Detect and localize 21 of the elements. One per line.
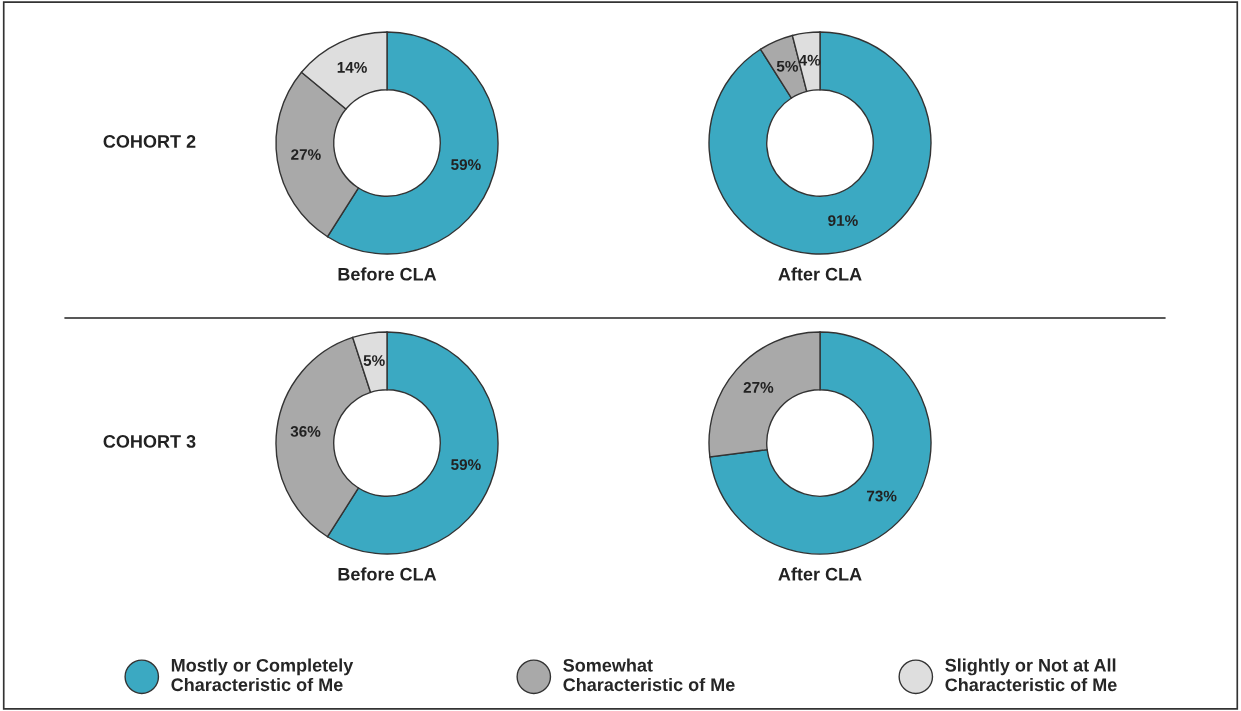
text: Before CLA: [338, 267, 437, 281]
data-label: 5%: [776, 60, 799, 72]
text: After CLA: [778, 567, 862, 581]
data-label: 59%: [451, 459, 481, 471]
data-label: 59%: [451, 159, 481, 171]
data-label: 73%: [866, 490, 897, 502]
text: Before CLA: [338, 567, 437, 581]
text: COHORT 3: [103, 435, 196, 448]
text: COHORT 2: [103, 135, 196, 148]
data-label: 5%: [363, 355, 385, 366]
text: After CLA: [778, 267, 862, 281]
donut-slice: [708, 31, 932, 255]
data-label: 91%: [828, 215, 858, 226]
data-label: 27%: [743, 381, 774, 393]
legend-label: Somewhat Characteristic of Me: [563, 658, 735, 692]
legend-label: Slightly or Not at All Characteristic of Me: [945, 658, 1117, 692]
donut-slice: [709, 331, 932, 555]
data-label: 36%: [290, 425, 321, 437]
legend-label: Mostly or Completely Characteristic of Me: [171, 658, 354, 692]
data-label: 27%: [291, 149, 321, 160]
data-label: 14%: [337, 62, 367, 73]
